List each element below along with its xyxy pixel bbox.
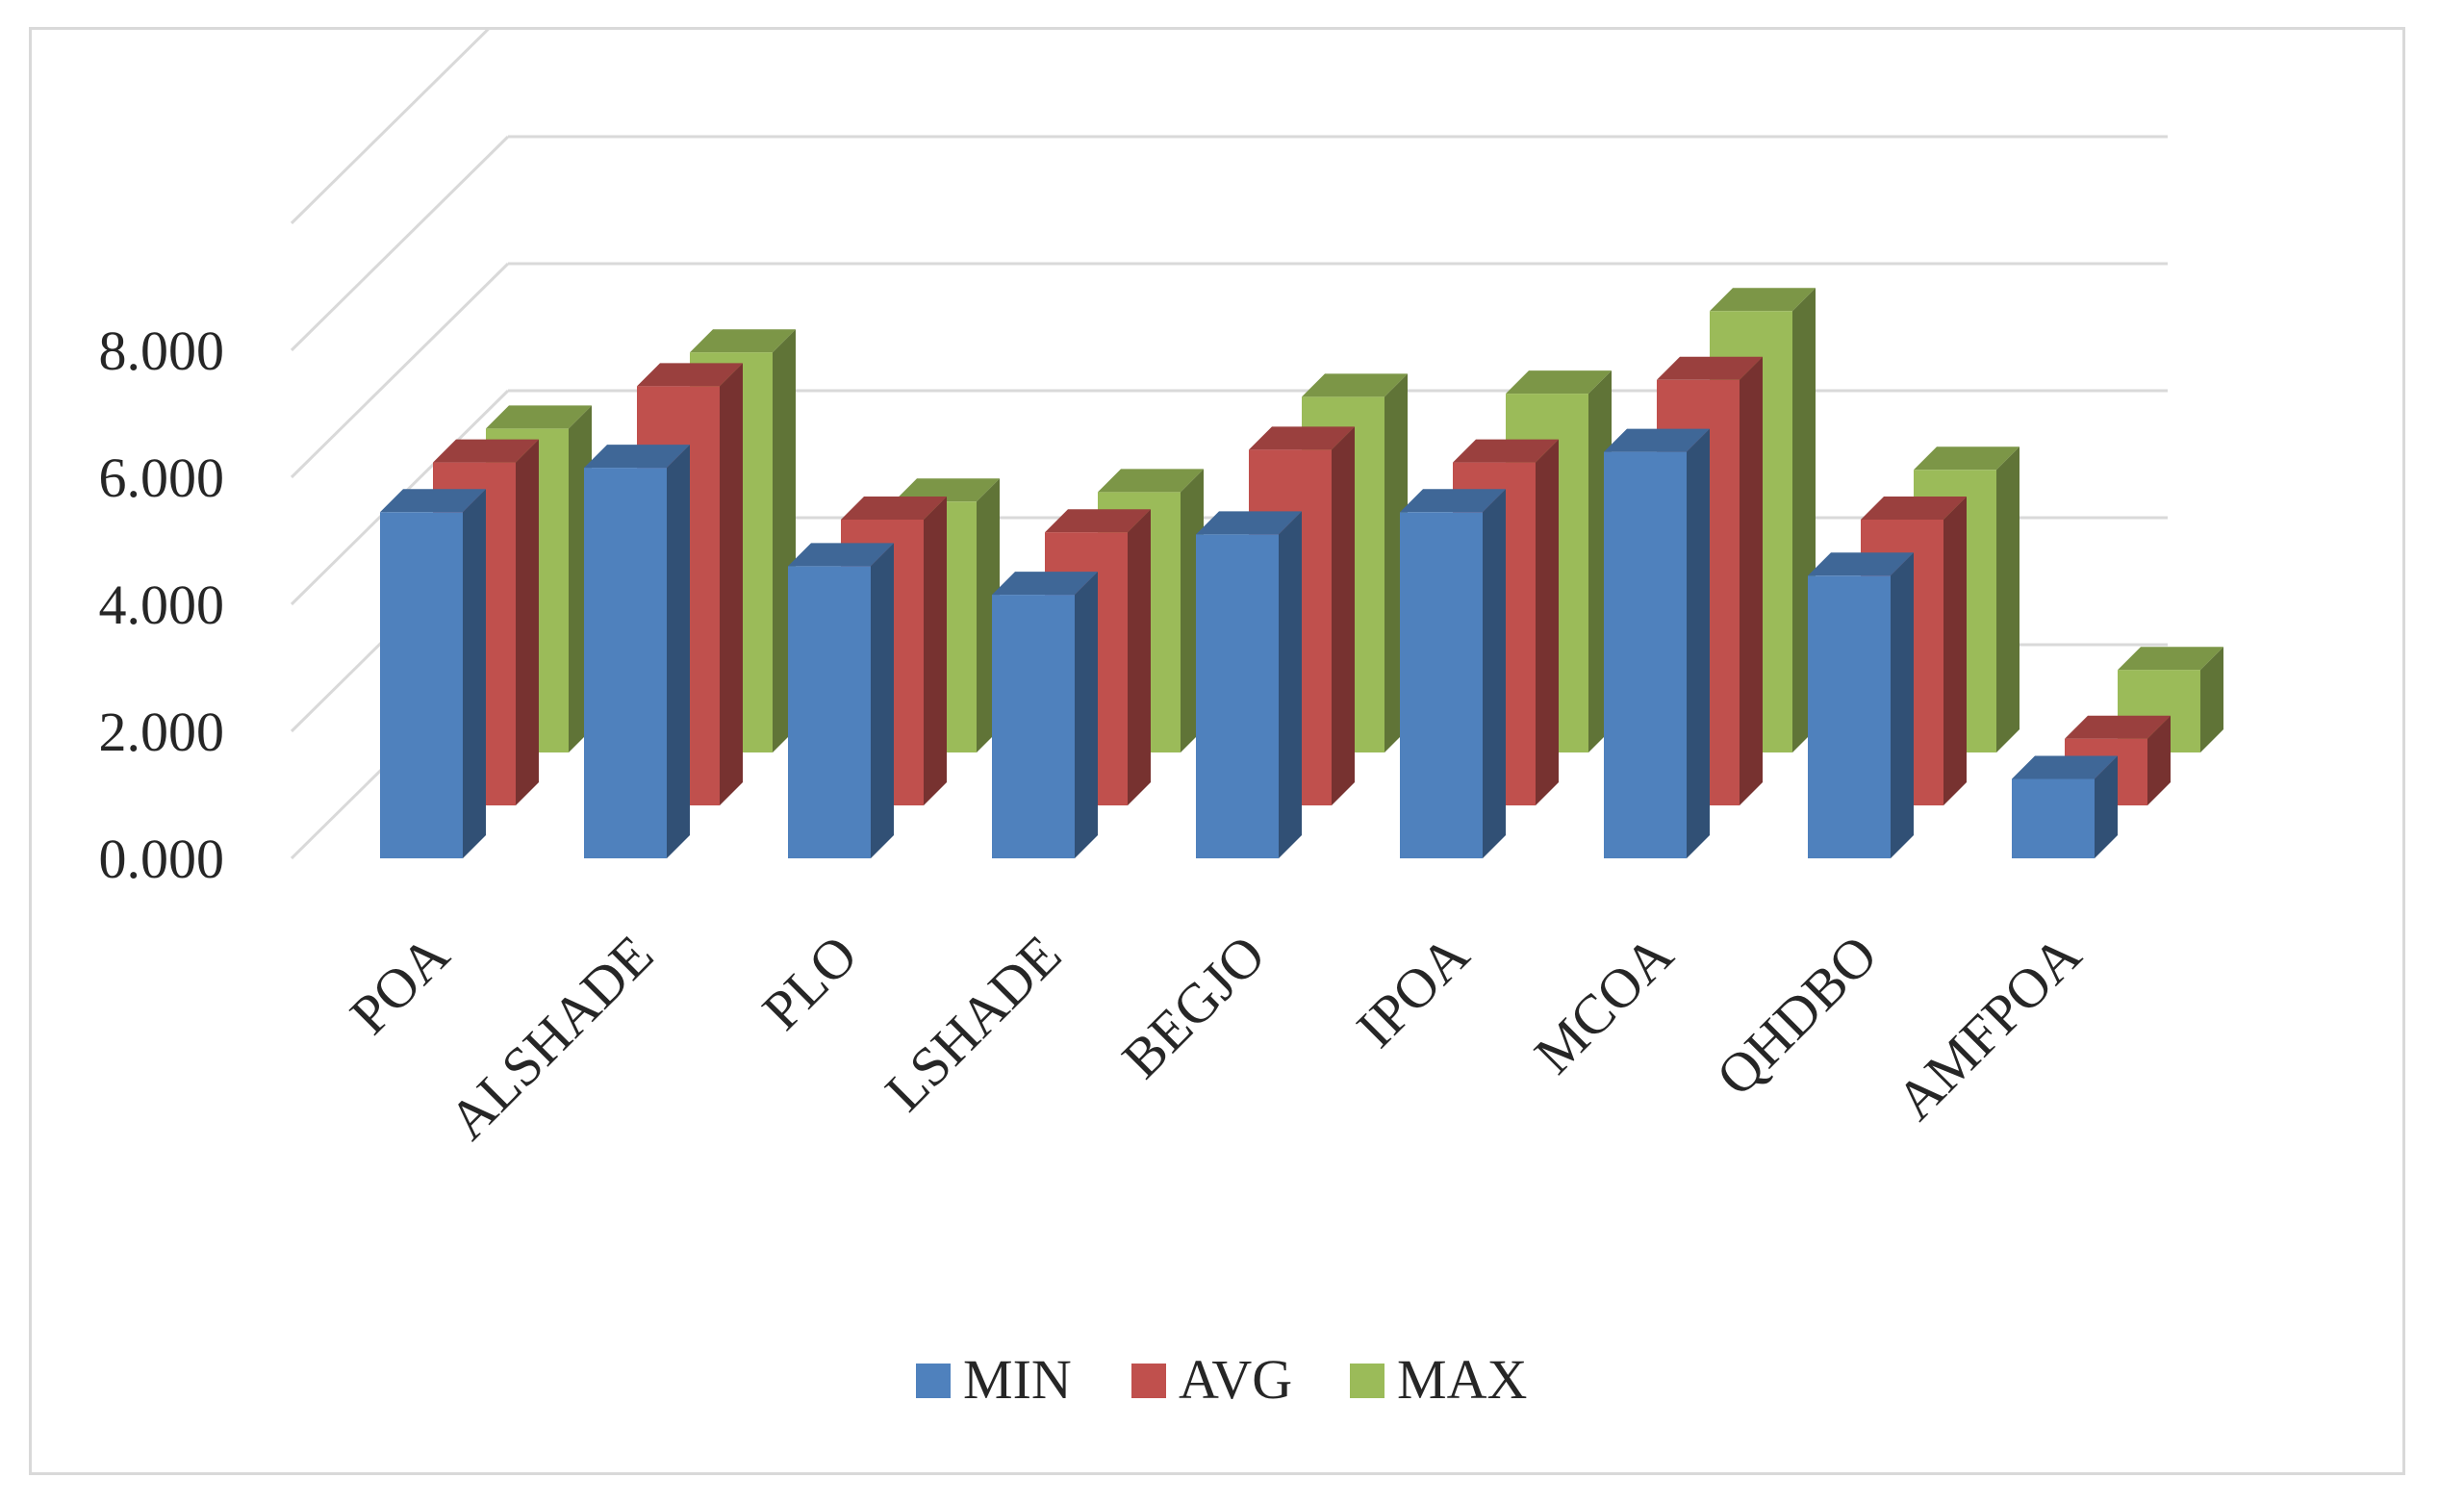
bar-min-qhdbo: [1808, 552, 1914, 858]
legend: MIN AVG MAX: [916, 1348, 1527, 1411]
y-tick-label: 2.000: [99, 701, 225, 763]
x-tick-label: POA: [338, 923, 461, 1046]
x-tick-label: PLO: [750, 923, 869, 1041]
legend-swatch-min: [916, 1364, 951, 1398]
x-tick-label: ALSHADE: [437, 923, 665, 1151]
gridline-diag: [290, 135, 510, 352]
y-tick-label: 0.000: [99, 828, 225, 890]
bar-min-lshade: [992, 572, 1098, 858]
legend-swatch-max: [1350, 1364, 1384, 1398]
bar-min-alshade: [584, 445, 690, 858]
x-tick-label: QHDBO: [1704, 923, 1889, 1108]
legend-swatch-avg: [1131, 1364, 1166, 1398]
x-tick-label: MCOA: [1522, 923, 1685, 1085]
legend-label-min: MIN: [963, 1348, 1072, 1411]
legend-label-avg: AVG: [1179, 1348, 1292, 1411]
x-tick-label: AMFPOA: [1884, 923, 2093, 1132]
x-tick-label: IPOA: [1345, 923, 1482, 1059]
gridline-diag: [290, 262, 510, 479]
y-tick-label: 8.000: [99, 319, 225, 382]
gridline-diag: [290, 30, 490, 225]
chart-frame: 0.000 2.000 4.000 6.000 8.000 POA ALSHADE PLO L…: [29, 27, 2405, 1475]
bars: [380, 288, 2223, 858]
bar-min-amfpoa: [2012, 755, 2118, 858]
bar-min-begjo: [1196, 511, 1302, 858]
bar-min-mcoa: [1604, 428, 1710, 858]
y-axis-ticks: 0.000 2.000 4.000 6.000 8.000: [99, 319, 225, 890]
x-tick-label: LSHADE: [873, 923, 1073, 1123]
legend-label-max: MAX: [1397, 1348, 1527, 1411]
x-tick-label: BEGJO: [1110, 923, 1278, 1090]
bar-min-poa: [380, 489, 486, 858]
bar-min-plo: [788, 543, 894, 858]
y-tick-label: 4.000: [99, 574, 225, 636]
y-tick-label: 6.000: [99, 446, 225, 509]
bar-min-ipoa: [1400, 489, 1506, 858]
